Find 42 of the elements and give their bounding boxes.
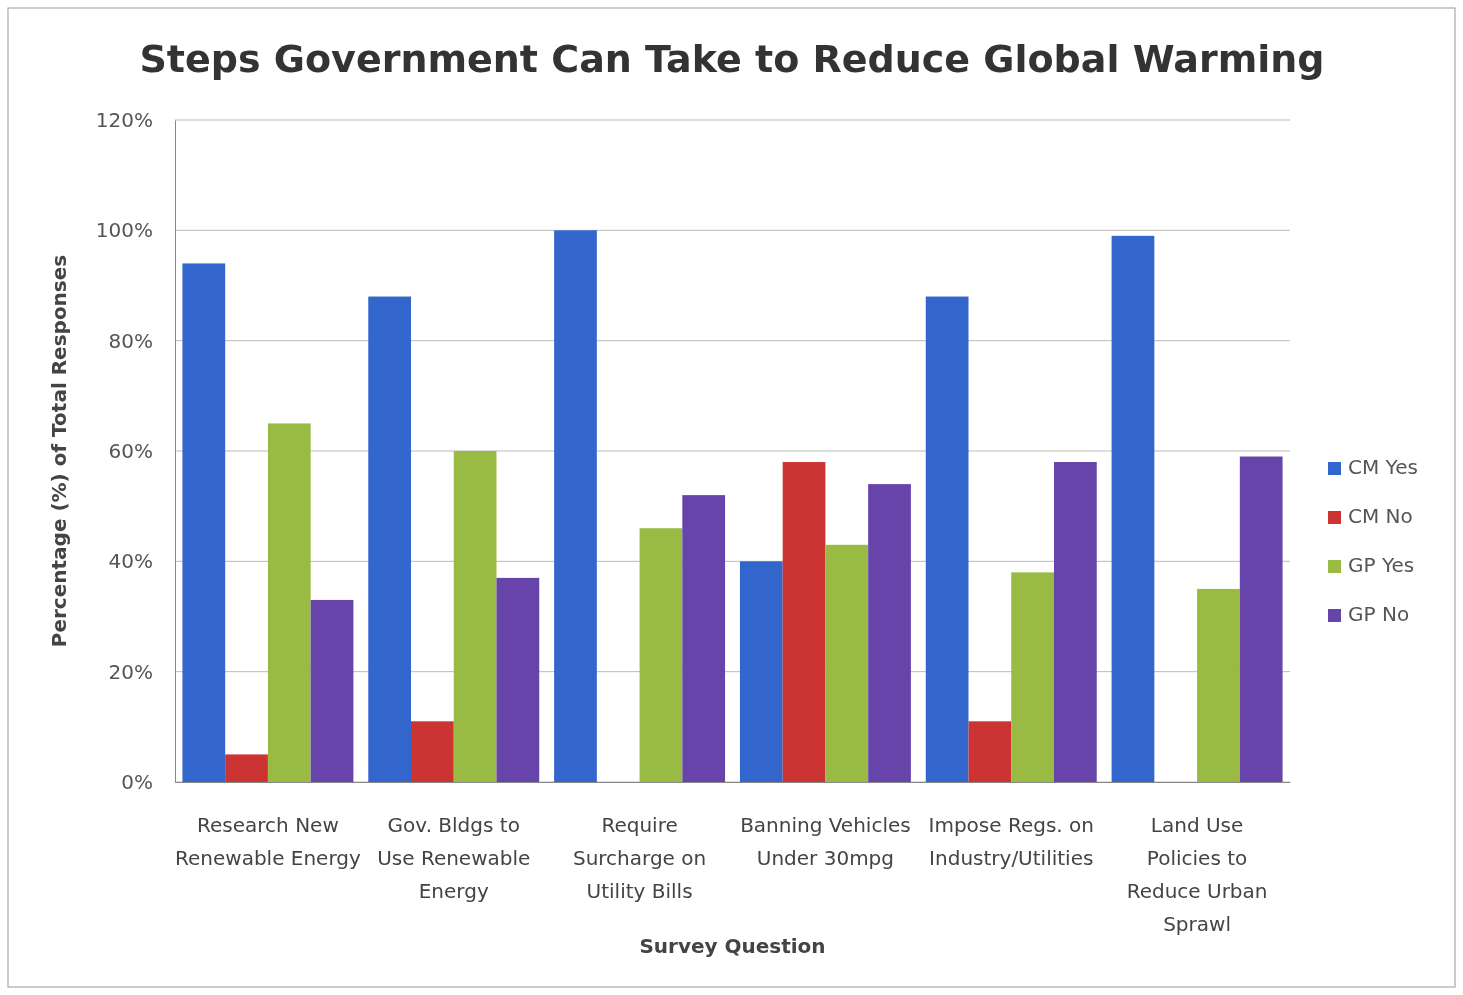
bar — [1011, 572, 1054, 782]
bar — [368, 296, 412, 782]
bar — [182, 263, 226, 782]
bar — [968, 721, 1012, 782]
y-axis-title: Percentage (%) of Total Responses — [47, 254, 71, 648]
bar — [682, 495, 726, 782]
x-tick-label: Research New Renewable Energy — [174, 813, 361, 870]
bar — [310, 599, 354, 782]
y-tick-label: 80% — [108, 328, 153, 353]
x-tick-label: Require Surcharge on Utility Bills — [572, 813, 707, 903]
x-tick-label: Land Use Policies to Reduce Urban Sprawl — [1126, 813, 1268, 936]
bar — [825, 544, 869, 782]
bar — [554, 230, 597, 782]
y-tick-label: 20% — [108, 659, 153, 684]
bar — [868, 484, 911, 782]
y-tick-label: 120% — [95, 107, 153, 132]
y-tick-label: 100% — [95, 218, 153, 243]
x-tick-label: Gov. Bldgs to Use Renewable Energy — [377, 813, 531, 903]
y-tick-label: 0% — [121, 769, 153, 794]
legend-label: CM No — [1348, 504, 1413, 528]
bar — [1239, 456, 1283, 782]
bar — [925, 296, 969, 782]
legend-label: GP No — [1348, 602, 1410, 626]
bar — [1111, 235, 1155, 782]
bar — [267, 423, 311, 782]
legend-label: GP Yes — [1348, 553, 1415, 577]
chart-title: Steps Government Can Take to Reduce Global Warming — [139, 37, 1325, 81]
bar — [225, 754, 268, 782]
bar — [453, 451, 497, 782]
x-axis-title: Survey Question — [639, 934, 826, 958]
bar — [411, 721, 454, 782]
bar — [782, 462, 826, 782]
x-tick-label: Impose Regs. on Industry/Utilities — [928, 813, 1094, 870]
bar — [1197, 588, 1240, 782]
bar — [639, 528, 683, 782]
bar — [496, 577, 540, 782]
bar — [1053, 462, 1097, 782]
y-tick-label: 60% — [108, 438, 153, 463]
x-tick-label: Banning Vehicles Under 30mpg — [740, 813, 911, 870]
legend-label: CM Yes — [1348, 455, 1418, 479]
y-tick-label: 40% — [108, 549, 153, 574]
bar — [739, 561, 783, 782]
